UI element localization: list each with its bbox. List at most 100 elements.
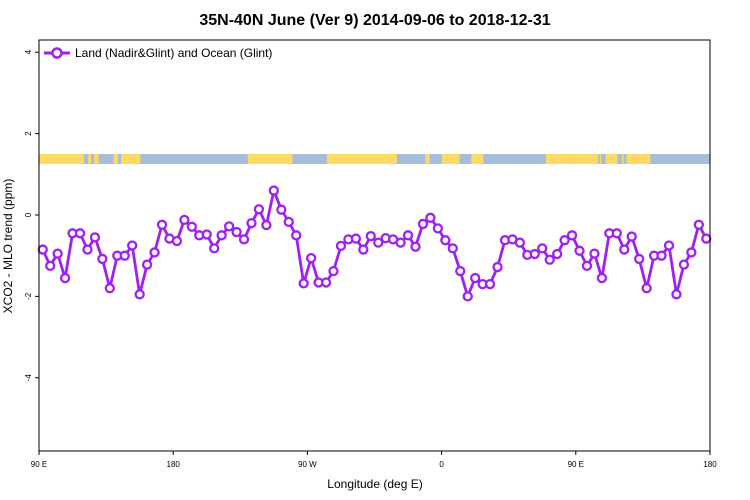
data-point <box>492 261 503 273</box>
y-ticks: 4 2 0 -2 -4 <box>24 49 39 381</box>
data-point <box>216 230 227 241</box>
data-point <box>537 243 548 254</box>
data-point <box>425 212 436 223</box>
data-point <box>238 234 250 245</box>
data-point <box>634 253 645 265</box>
data-point <box>231 226 242 238</box>
data-point <box>574 245 585 256</box>
data-point <box>305 252 317 264</box>
data-point <box>149 247 160 258</box>
data-point <box>223 221 235 232</box>
legend-marker <box>51 47 63 59</box>
data-point <box>417 218 429 230</box>
data-point <box>171 235 183 247</box>
data-point <box>559 235 570 246</box>
data-point <box>365 230 376 242</box>
data-point <box>596 272 608 284</box>
land-segment <box>121 154 129 164</box>
data-point <box>283 216 294 228</box>
data-point <box>552 248 563 260</box>
data-point <box>179 214 190 226</box>
legend: Land (Nadir&Glint) and Ocean (Glint) <box>44 46 272 60</box>
data-point <box>358 244 369 255</box>
land-segment <box>599 154 602 164</box>
data-point <box>581 260 593 271</box>
data-point <box>52 248 63 259</box>
x-tick-label: 90 E <box>31 460 47 469</box>
data-point <box>141 259 153 270</box>
data-point <box>656 250 667 261</box>
land-segment <box>471 154 484 164</box>
data-point <box>37 244 48 255</box>
data-point <box>298 278 309 289</box>
data-point <box>469 272 481 284</box>
y-tick-label: 0 <box>24 212 33 217</box>
legend-label: Land (Nadir&Glint) and Ocean (Glint) <box>75 46 272 60</box>
y-tick-label: 4 <box>24 49 33 54</box>
land-segment <box>124 154 132 164</box>
data-point <box>395 237 406 248</box>
land-segment <box>635 154 651 164</box>
data-point <box>261 220 272 231</box>
data-point <box>97 253 108 265</box>
data-point <box>45 260 56 271</box>
land-segment <box>545 154 576 164</box>
data-point <box>589 248 600 259</box>
data-point <box>59 272 71 284</box>
data-point <box>246 217 257 229</box>
data-point <box>402 230 414 241</box>
x-tick-label: 180 <box>167 460 181 469</box>
data-point <box>693 219 704 230</box>
x-axis-label: Longitude (deg E) <box>327 477 422 491</box>
data-point <box>104 283 115 294</box>
data-point <box>127 240 138 251</box>
x-tick-label: 0 <box>439 460 444 469</box>
series-line-group <box>37 185 712 302</box>
y-tick-label: -4 <box>24 374 33 382</box>
land-segment <box>39 154 84 164</box>
land-segment <box>88 154 92 164</box>
data-point <box>440 235 451 246</box>
data-point <box>320 277 332 288</box>
data-point <box>462 291 473 302</box>
data-point <box>373 237 384 248</box>
data-point <box>209 243 220 254</box>
x-tick-label: 180 <box>703 460 717 469</box>
data-point <box>447 243 458 254</box>
data-point <box>89 232 101 243</box>
data-point <box>484 279 496 290</box>
data-point <box>626 231 637 242</box>
land-segment <box>622 154 624 164</box>
data-point <box>276 204 287 215</box>
land-segment <box>425 154 430 164</box>
data-point <box>619 244 630 255</box>
land-segment <box>134 154 141 164</box>
data-point <box>186 221 197 232</box>
data-point <box>82 244 93 255</box>
plot-frame <box>38 39 711 452</box>
data-point <box>156 219 168 230</box>
data-point <box>514 237 526 248</box>
data-point <box>410 241 421 252</box>
y-axis-label: XCO2 - MLO trend (ppm) <box>1 179 15 314</box>
data-point <box>641 283 652 294</box>
data-point <box>432 223 444 234</box>
data-point <box>201 229 212 240</box>
land-segment <box>626 154 636 164</box>
land-segment <box>131 154 136 164</box>
land-segment <box>575 154 599 164</box>
data-point <box>671 289 682 300</box>
data-point <box>663 240 675 251</box>
land-segment <box>326 154 397 164</box>
data-point <box>455 265 466 277</box>
land-segment <box>94 154 99 164</box>
data-point <box>74 228 86 239</box>
land-segment <box>113 154 119 164</box>
data-point <box>134 289 145 300</box>
data-point <box>701 233 712 244</box>
data-point <box>335 240 347 252</box>
data-point <box>611 228 622 239</box>
land-segment <box>605 154 618 164</box>
x-tick-label: 90 W <box>298 460 317 469</box>
